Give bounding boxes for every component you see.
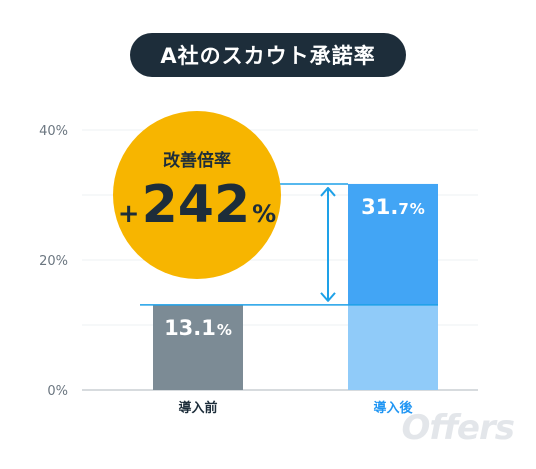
arrow-head-down [320,292,336,302]
arrow-head-up [320,186,336,197]
y-tick-label: 20% [39,254,68,269]
improvement-sign: + [118,199,140,229]
improvement-number: 242 [142,175,251,235]
category-label-before: 導入前 [178,400,217,416]
improvement-label: 改善倍率 [163,150,231,171]
improvement-value: +242% [118,175,276,235]
chart-title: A社のスカウト承諾率 [130,33,406,77]
watermark-logo: Offers [401,408,515,448]
value-unit: % [410,200,425,218]
value-number: 13.1 [164,316,216,340]
improvement-badge [113,111,281,279]
bar-after-base [348,304,438,390]
value-unit: % [217,321,232,339]
improvement-unit: % [252,200,276,228]
value-label-before: 13.1% [164,316,232,340]
bar-after-gain [348,183,438,305]
category-label-after: 導入後 [373,400,413,416]
y-tick-label: 0% [47,384,68,399]
bar-before [153,304,243,390]
value-label-after: 31.7% [361,195,425,219]
y-tick-label: 40% [39,124,68,139]
value-number: 31. [361,195,398,219]
value-decimal: 7 [398,200,408,218]
